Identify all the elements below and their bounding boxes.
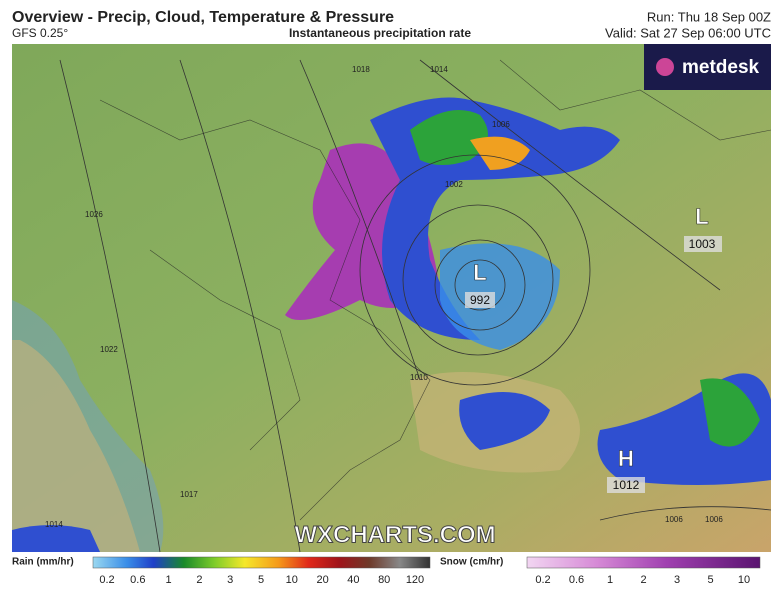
legend-tick: 0.2: [535, 574, 550, 586]
legend-tick: 10: [286, 574, 298, 586]
pressure-value: 1012: [613, 478, 640, 492]
legend-tick: 5: [707, 574, 713, 586]
isobar-label: 1010: [410, 373, 428, 382]
legend-tick: 1: [607, 574, 613, 586]
isobar-label: 1018: [352, 65, 370, 74]
watermark: WXCHARTS.COM: [294, 521, 495, 548]
low-symbol: L: [695, 204, 708, 229]
logo: metdesk: [682, 57, 760, 78]
rain-legend-label: Rain (mm/hr): [12, 557, 74, 568]
map: [12, 44, 772, 553]
model: GFS 0.25°: [12, 26, 68, 40]
isobar-label: 1006: [705, 515, 723, 524]
isobar-label: 1026: [85, 210, 103, 219]
isobar-label: 1006: [492, 120, 510, 129]
legend-tick: 2: [196, 574, 202, 586]
isobar-label: 1014: [430, 65, 448, 74]
legend-tick: 120: [406, 574, 424, 586]
rain-color-bar: [92, 556, 431, 569]
legend-tick: 40: [347, 574, 359, 586]
isobar-label: 1014: [45, 520, 63, 529]
legend-tick: 0.6: [130, 574, 145, 586]
run-time: Run: Thu 18 Sep 00Z: [647, 9, 771, 24]
legend-tick: 3: [674, 574, 680, 586]
snow-legend-label: Snow (cm/hr): [440, 557, 503, 568]
valid-time: Valid: Sat 27 Sep 06:00 UTC: [605, 25, 771, 40]
legend-tick: 3: [227, 574, 233, 586]
title: Overview - Precip, Cloud, Temperature & …: [12, 9, 394, 26]
subtitle: Instantaneous precipitation rate: [289, 26, 471, 40]
pressure-value: 992: [470, 293, 490, 307]
low-symbol: L: [473, 260, 486, 285]
pressure-value: 1003: [689, 237, 716, 251]
isobar-label: 1017: [180, 490, 198, 499]
legend-tick: 5: [258, 574, 264, 586]
legend-tick: 0.6: [569, 574, 584, 586]
isobar-label: 1022: [100, 345, 118, 354]
high-symbol: H: [618, 446, 634, 471]
isobar-label: 1002: [445, 180, 463, 189]
legend-tick: 0.2: [99, 574, 114, 586]
legend-tick: 10: [738, 574, 750, 586]
isobar-label: 1006: [665, 515, 683, 524]
legend-tick: 1: [166, 574, 172, 586]
legend-tick: 2: [640, 574, 646, 586]
legend-tick: 20: [316, 574, 328, 586]
legend-tick: 80: [378, 574, 390, 586]
snow-color-bar: [526, 556, 761, 569]
